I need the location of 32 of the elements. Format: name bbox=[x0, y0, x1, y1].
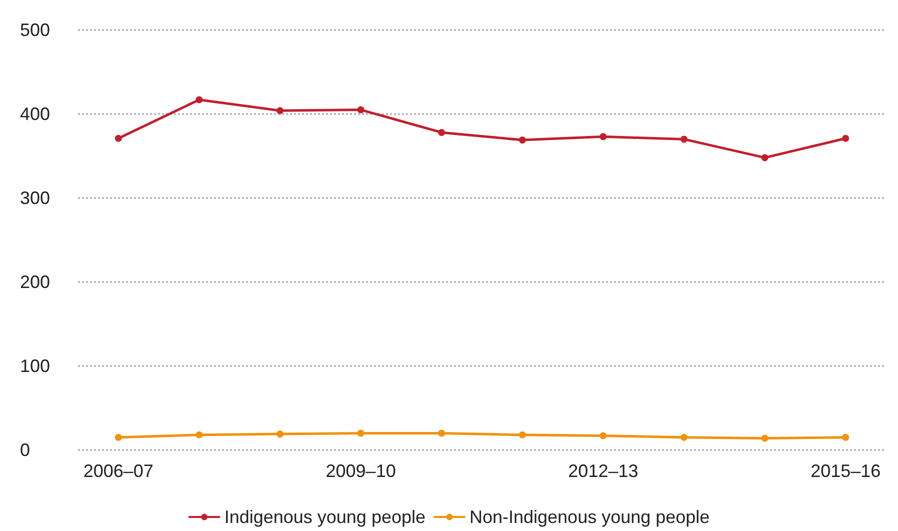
point bbox=[842, 134, 850, 142]
x-tick-label: 2006–07 bbox=[83, 461, 154, 481]
y-tick-label: 500 bbox=[20, 20, 50, 40]
legend-label: Indigenous young people bbox=[224, 507, 426, 527]
legend-label: Non-Indigenous young people bbox=[469, 507, 710, 527]
y-tick-label: 200 bbox=[20, 272, 50, 292]
point bbox=[276, 107, 284, 114]
point bbox=[761, 154, 768, 162]
point bbox=[842, 434, 850, 441]
point bbox=[680, 434, 688, 441]
point bbox=[680, 136, 688, 143]
point bbox=[518, 431, 526, 438]
y-tick-label: 400 bbox=[20, 104, 50, 124]
y-tick-label: 300 bbox=[20, 188, 50, 208]
point bbox=[600, 133, 607, 140]
y-tick-label: 100 bbox=[20, 356, 50, 376]
point bbox=[438, 430, 446, 437]
point bbox=[114, 434, 122, 441]
x-tick-label: 2015–16 bbox=[810, 461, 881, 481]
y-tick-label: 0 bbox=[20, 440, 30, 460]
x-tick-label: 2009–10 bbox=[326, 461, 396, 481]
point bbox=[518, 136, 526, 144]
point bbox=[196, 96, 203, 104]
x-tick-label: 2012–13 bbox=[568, 461, 638, 481]
point bbox=[438, 128, 446, 136]
point bbox=[114, 134, 122, 142]
point bbox=[196, 431, 203, 438]
point bbox=[357, 106, 364, 114]
point bbox=[276, 430, 284, 438]
point bbox=[600, 432, 607, 440]
point bbox=[761, 434, 768, 442]
point bbox=[357, 430, 364, 437]
